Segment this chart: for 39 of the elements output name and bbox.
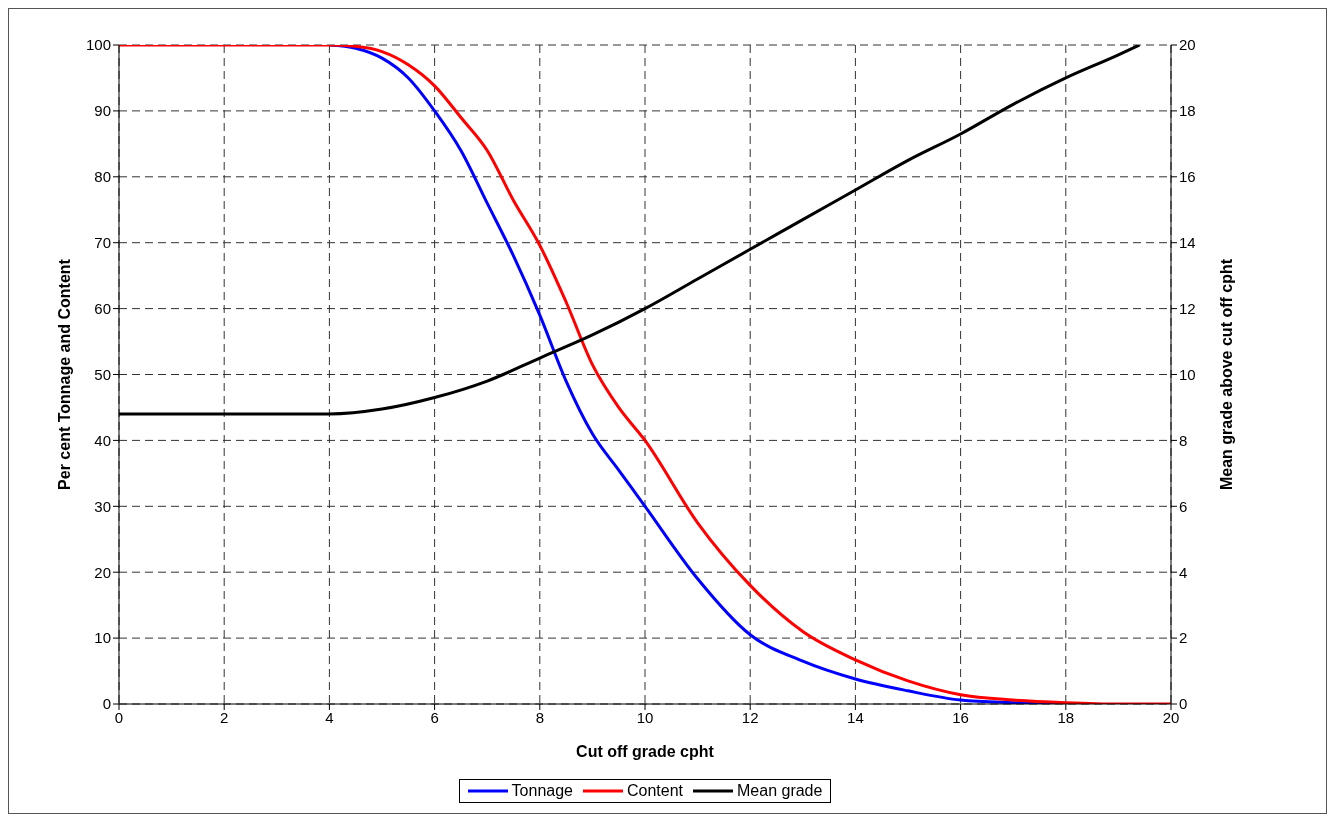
legend-label: Mean grade (737, 782, 823, 800)
y-tick-label: 80 (94, 168, 111, 186)
y-tick-label: 0 (102, 695, 111, 713)
x-tick-label: 18 (1057, 708, 1075, 726)
y-tick-label: 20 (94, 563, 111, 581)
y-tick-label: 30 (94, 497, 111, 515)
y-tick-label: 90 (94, 102, 111, 120)
x-tick-label: 16 (952, 708, 969, 726)
y2-tick-label: 4 (1179, 563, 1188, 581)
y2-tick-label: 0 (1179, 695, 1188, 713)
y2-tick-label: 16 (1179, 168, 1196, 186)
x-axis-title: Cut off grade cpht (576, 743, 715, 760)
y-tick-label: 60 (94, 299, 111, 317)
legend-label: Tonnage (511, 782, 573, 800)
legend-label: Content (626, 782, 684, 800)
y2-tick-label: 10 (1179, 365, 1196, 383)
y-axis-title: Per cent Tonnage and Content (55, 258, 73, 490)
x-tick-label: 4 (325, 708, 334, 726)
y2-tick-label: 18 (1179, 102, 1196, 120)
y2-tick-label: 20 (1179, 36, 1196, 54)
y-tick-label: 70 (94, 234, 111, 252)
y2-tick-label: 6 (1179, 497, 1188, 515)
y-tick-label: 10 (94, 629, 111, 647)
x-tick-label: 8 (535, 708, 544, 726)
y2-axis-title: Mean grade above cut off cpht (1217, 258, 1235, 491)
x-tick-label: 20 (1162, 708, 1180, 726)
x-tick-label: 12 (741, 708, 759, 726)
x-tick-label: 6 (430, 708, 439, 726)
x-tick-label: 14 (847, 708, 864, 726)
y2-tick-label: 2 (1179, 629, 1188, 647)
y2-tick-label: 14 (1179, 234, 1196, 252)
y-tick-label: 50 (94, 365, 111, 383)
x-tick-label: 0 (114, 708, 124, 726)
y2-tick-label: 12 (1179, 299, 1196, 317)
x-tick-label: 10 (636, 708, 654, 726)
y-tick-label: 100 (85, 36, 111, 54)
y-tick-label: 40 (94, 431, 111, 449)
x-tick-label: 2 (220, 708, 229, 726)
y2-tick-label: 8 (1179, 431, 1188, 449)
